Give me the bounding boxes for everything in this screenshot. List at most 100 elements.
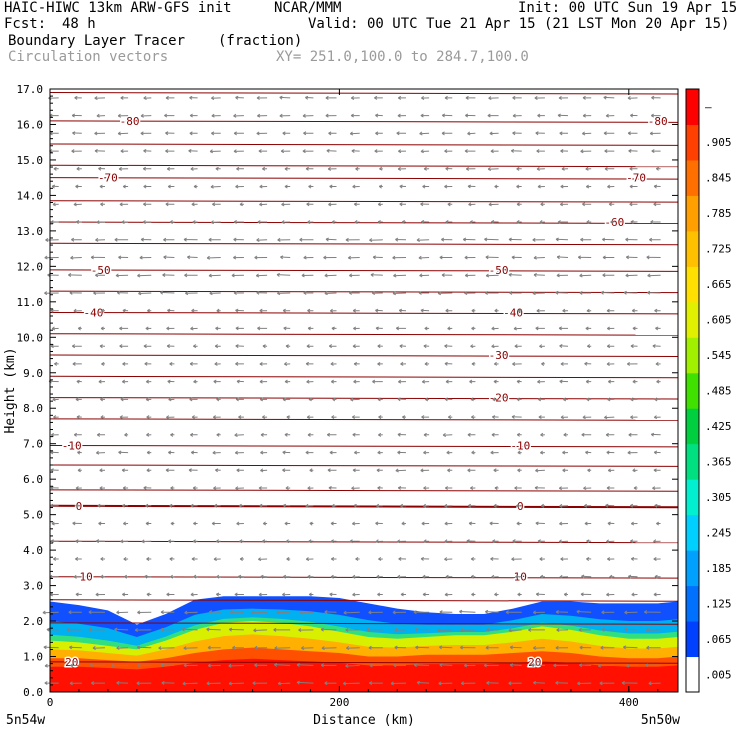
colorbar-label: .365 (705, 455, 732, 468)
vector-arrow (517, 308, 522, 313)
vector-arrow (141, 539, 152, 544)
vector-arrow (423, 450, 430, 455)
vector-arrow (214, 503, 221, 508)
isotherm-label: -60 (604, 216, 624, 229)
temperature-contours: -80 -80 -70 -70 -60 -50 -50 -40 -40 -30 -20 -10 -10 0… (49, 92, 679, 670)
vector-arrow (100, 415, 106, 419)
vector-arrow (52, 397, 59, 402)
vector-arrow (577, 255, 592, 260)
vector-arrow (239, 539, 244, 544)
vector-arrow (88, 610, 106, 615)
vector-arrow (95, 450, 106, 455)
vector-arrow (137, 610, 152, 615)
vector-arrow (375, 539, 383, 544)
vector-arrow (117, 131, 129, 136)
vector-arrow (238, 503, 244, 508)
vector-arrow (277, 681, 291, 686)
vector-arrow (122, 486, 129, 491)
vector-arrow (305, 557, 314, 562)
vector-arrow (607, 557, 615, 561)
vector-arrow (257, 220, 268, 225)
vector-arrow (189, 95, 198, 100)
vector-arrow (648, 681, 661, 686)
vector-arrow (95, 273, 106, 278)
vector-arrow (166, 326, 175, 331)
vector-arrow (233, 219, 244, 224)
vector-arrow (330, 557, 337, 561)
vector-arrow (330, 521, 337, 526)
vector-arrow (555, 680, 569, 685)
vector-arrow (421, 415, 430, 420)
vector-arrow (471, 592, 476, 597)
vector-arrow (168, 397, 175, 402)
vector-arrow (647, 273, 661, 278)
y-tick-label: 13.0 (17, 225, 44, 238)
vector-arrow (328, 131, 337, 136)
vector-arrow (165, 131, 175, 136)
vector-arrow (530, 663, 545, 668)
y-tick-label: 15.0 (17, 154, 44, 167)
vector-arrow (213, 379, 221, 384)
vector-arrow (234, 433, 244, 437)
vector-arrow (167, 308, 175, 313)
vector-arrow (300, 646, 314, 650)
vector-arrow (236, 521, 244, 526)
vector-arrow (508, 237, 522, 242)
vector-arrow (189, 361, 198, 366)
vector-arrow (214, 361, 221, 366)
vector-arrow (331, 220, 337, 225)
vector-arrow (303, 131, 314, 136)
vector-arrow (374, 95, 383, 100)
vector-arrow (563, 432, 569, 437)
vector-arrow (494, 308, 499, 313)
vector-arrow (653, 539, 661, 544)
vector-arrow (656, 521, 661, 526)
vector-arrow (419, 131, 430, 136)
vector-arrow (397, 113, 407, 118)
vector-arrow (558, 95, 569, 100)
vector-arrow (422, 574, 430, 579)
vector-arrow (66, 627, 82, 632)
vector-arrow (77, 450, 82, 455)
vector-arrow (256, 290, 268, 295)
vector-arrow (75, 486, 82, 491)
vector-arrow (146, 592, 152, 597)
vector-arrow (491, 432, 499, 437)
vector-arrow (445, 166, 453, 171)
vector-arrow (165, 202, 175, 207)
field-name: Boundary Layer Tracer (8, 33, 186, 49)
vector-arrow (517, 592, 522, 597)
vector-arrow (190, 450, 198, 455)
fcst-value: 48 h (62, 16, 96, 32)
vector-arrow (422, 592, 430, 597)
vector-arrow (586, 308, 592, 313)
right-endpoint-label: 5n50w (641, 713, 680, 728)
colorbar-label: .665 (705, 278, 732, 291)
vector-arrow (183, 237, 198, 242)
vector-arrow (258, 592, 268, 597)
vector-arrow (587, 344, 592, 349)
isotherm-label: -70 (626, 172, 646, 185)
vector-arrow (70, 663, 82, 668)
vector-arrow (281, 220, 291, 225)
vector-arrow (307, 486, 314, 491)
vector-arrow (378, 184, 383, 189)
vector-arrow (70, 255, 82, 260)
vector-arrow (468, 202, 476, 207)
vector-arrow (100, 574, 106, 579)
vector-arrow (137, 663, 152, 668)
vector-arrow (378, 557, 383, 561)
vector-arrow (274, 646, 291, 650)
vector-arrow (169, 557, 175, 561)
vector-arrow (490, 219, 499, 224)
vector-arrow (464, 291, 476, 296)
vector-arrow (379, 166, 383, 171)
vector-arrow (470, 556, 476, 561)
vector-arrow (215, 166, 221, 171)
vector-arrow (258, 149, 268, 154)
vector-arrow (256, 131, 268, 136)
vector-arrow (610, 220, 615, 225)
vector-arrow (446, 450, 453, 455)
vector-arrow (282, 397, 291, 402)
vector-arrow (284, 521, 291, 526)
